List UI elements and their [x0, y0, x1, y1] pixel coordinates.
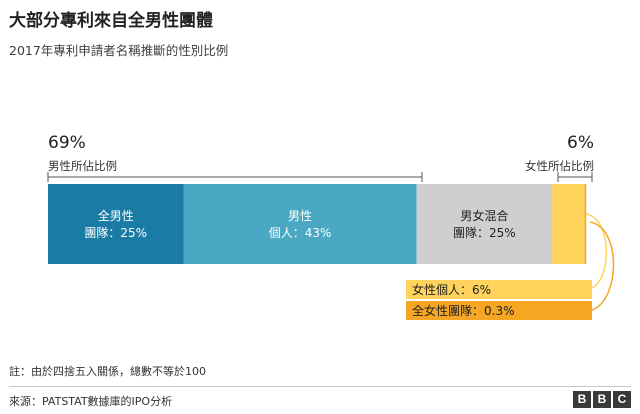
male-share-label: 男性所佔比例: [48, 159, 117, 173]
chart-subtitle: 2017年專利申請者名稱推斷的性別比例: [9, 43, 229, 58]
segment-label-mixed: 男女混合: [460, 208, 508, 223]
footer-divider: [9, 386, 631, 387]
bar-segment-female-individual: [552, 184, 585, 264]
source-text: 來源：PATSTAT數據庫的IPO分析: [9, 395, 173, 408]
stacked-bar-chart: 69% 男性所佔比例 6% 女性所佔比例 全男性 團隊：25% 男性 個人：43…: [47, 133, 615, 320]
segment-label-male-individual: 男性: [288, 209, 312, 223]
segment-sublabel-male-individual: 個人：43%: [269, 226, 332, 240]
bbc-logo-letter: B: [573, 391, 591, 408]
female-share-value: 6%: [567, 133, 594, 153]
bar-segment-all-female-team: [584, 184, 587, 264]
bbc-logo-letter: B: [593, 391, 611, 408]
bar-segment-male-individual: [183, 184, 417, 264]
segment-sublabel-mixed: 團隊：25%: [453, 225, 516, 240]
female-share-label: 女性所佔比例: [525, 159, 594, 173]
callout-female-individual: [406, 280, 592, 299]
callout-female-individual-text: 女性個人：6%: [412, 282, 491, 297]
connector-female-individual: [585, 213, 608, 289]
bbc-logo: B B C: [573, 391, 631, 408]
chart-title: 大部分專利來自全男性團體: [9, 11, 213, 31]
segment-sublabel-all-male: 團隊：25%: [84, 225, 147, 240]
connector-all-female-team: [589, 221, 615, 311]
segment-label-all-male: 全男性: [98, 208, 134, 223]
bar-segment-all-male-team: [48, 184, 184, 264]
footnote: 註：由於四捨五入關係，總數不等於100: [9, 365, 206, 378]
callout-all-female-team: [406, 301, 592, 320]
bbc-logo-letter: C: [613, 391, 631, 408]
male-share-value: 69%: [48, 133, 86, 153]
bar-segment-mixed-team: [416, 184, 553, 264]
callout-all-female-team-text: 全女性團隊：0.3%: [412, 303, 515, 318]
